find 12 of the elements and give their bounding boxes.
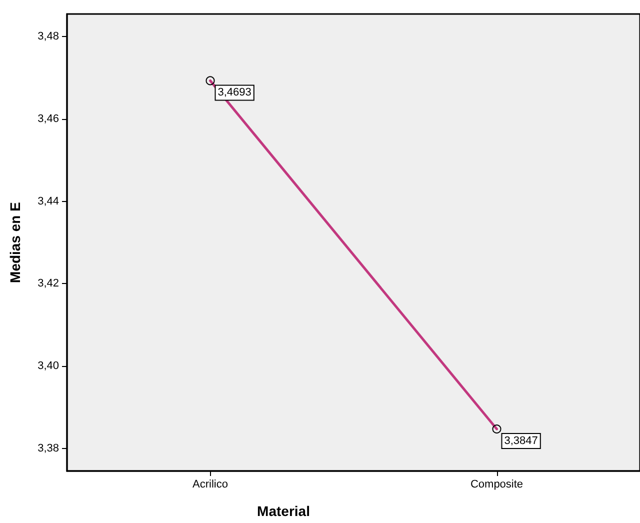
x-tick-label: Composite <box>470 478 524 490</box>
y-tick-label: 3,46 <box>38 112 59 125</box>
data-label: 3,3847 <box>504 435 538 448</box>
y-tick-label: 3,42 <box>38 278 59 290</box>
y-tick-label: 3,44 <box>38 195 59 208</box>
x-axis-title: Material <box>257 503 310 519</box>
y-axis-title: Medias en E <box>7 202 23 283</box>
x-tick-label: Acrilico <box>192 478 228 490</box>
y-tick-label: 3,48 <box>38 30 59 43</box>
y-tick-label: 3,38 <box>38 442 59 454</box>
data-label: 3,4693 <box>218 86 252 99</box>
y-tick-label: 3,40 <box>38 360 59 372</box>
